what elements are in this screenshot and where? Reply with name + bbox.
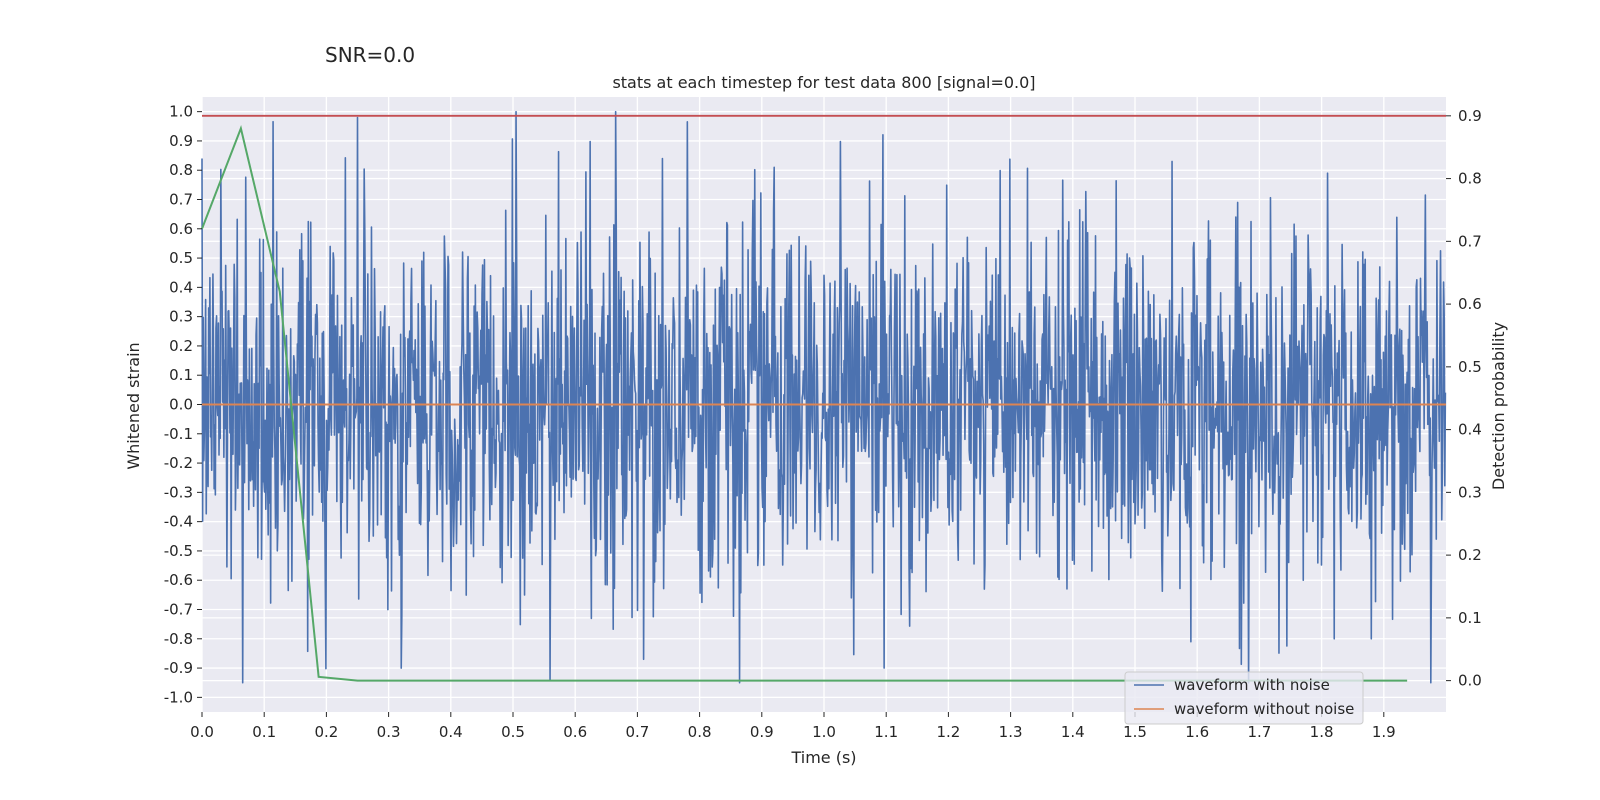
y2-tick-label: 0.8 — [1458, 170, 1482, 188]
axis-layer: 0.0 0.1 0.2 0.3 0.4 0.5 0.6 0.7 0.8 0.9 1.0 1.1 1.2 1… — [164, 103, 1482, 741]
y-tick-label: -0.9 — [164, 659, 193, 677]
y2-tick-label: 0.6 — [1458, 295, 1482, 313]
x-tick-label: 0.0 — [190, 723, 214, 741]
x-tick-label: 0.9 — [750, 723, 774, 741]
y-tick-label: 0.7 — [169, 191, 193, 209]
y2-tick-label: 0.7 — [1458, 232, 1482, 250]
x-tick-label: 0.5 — [501, 723, 525, 741]
y2-tick-label: 0.4 — [1458, 421, 1482, 439]
y-tick-label: -0.7 — [164, 601, 193, 619]
y-axis-label: Whitened strain — [124, 342, 143, 469]
x-tick-label: 0.6 — [563, 723, 587, 741]
y-tick-label: 0.4 — [169, 278, 193, 296]
x-axis-label: Time (s) — [790, 748, 856, 767]
x-tick-label: 0.3 — [377, 723, 401, 741]
x-tick-label: 1.1 — [874, 723, 898, 741]
x-tick-label: 1.3 — [999, 723, 1023, 741]
y2-tick-label: 0.9 — [1458, 107, 1482, 125]
y-tick-label: -0.3 — [164, 483, 193, 501]
y2-tick-label: 0.1 — [1458, 609, 1482, 627]
legend-label-clean: waveform without noise — [1174, 700, 1354, 718]
y-tick-label: -0.1 — [164, 425, 193, 443]
x-tick-label: 1.0 — [812, 723, 836, 741]
y2-tick-label: 0.5 — [1458, 358, 1482, 376]
y-tick-label: 0.1 — [169, 366, 193, 384]
y2-axis-label: Detection probability — [1489, 322, 1508, 490]
chart-title: stats at each timestep for test data 800… — [612, 73, 1035, 92]
y-tick-label: -0.8 — [164, 630, 193, 648]
y-tick-label: 0.2 — [169, 337, 193, 355]
x-tick-label: 1.9 — [1372, 723, 1396, 741]
y-tick-label: 0.9 — [169, 132, 193, 150]
y-tick-label: 0.0 — [169, 396, 193, 414]
x-tick-label: 1.6 — [1185, 723, 1209, 741]
y-tick-label: 0.5 — [169, 249, 193, 267]
x-tick-label: 1.4 — [1061, 723, 1085, 741]
series-layer — [201, 110, 1447, 684]
y-tick-label: -0.6 — [164, 571, 193, 589]
y-tick-label: -0.5 — [164, 542, 193, 560]
x-tick-label: 1.8 — [1310, 723, 1334, 741]
y-tick-label: 0.6 — [169, 220, 193, 238]
legend: waveform with noise waveform without noi… — [1124, 671, 1364, 725]
y-tick-label: -0.4 — [164, 513, 193, 531]
x-tick-label: 0.8 — [688, 723, 712, 741]
x-tick-label: 1.5 — [1123, 723, 1147, 741]
y-tick-label: 0.8 — [169, 161, 193, 179]
y2-tick-label: 0.3 — [1458, 483, 1482, 501]
y-tick-label: -1.0 — [164, 688, 193, 706]
x-tick-label: 0.4 — [439, 723, 463, 741]
y-tick-label: -0.2 — [164, 454, 193, 472]
series-waveform-with-noise — [201, 110, 1447, 684]
series-detection-probability — [201, 125, 1408, 682]
legend-box — [1124, 671, 1364, 725]
x-tick-label: 0.7 — [625, 723, 649, 741]
x-tick-label: 1.7 — [1247, 723, 1271, 741]
suptitle: SNR=0.0 — [325, 43, 415, 67]
x-tick-label: 0.1 — [252, 723, 276, 741]
x-tick-label: 1.2 — [936, 723, 960, 741]
x-tick-label: 0.2 — [314, 723, 338, 741]
y-tick-label: 0.3 — [169, 308, 193, 326]
legend-label-noise: waveform with noise — [1174, 676, 1330, 694]
y2-tick-label: 0.0 — [1458, 672, 1482, 690]
y2-tick-label: 0.2 — [1458, 546, 1482, 564]
y-tick-label: 1.0 — [169, 103, 193, 121]
